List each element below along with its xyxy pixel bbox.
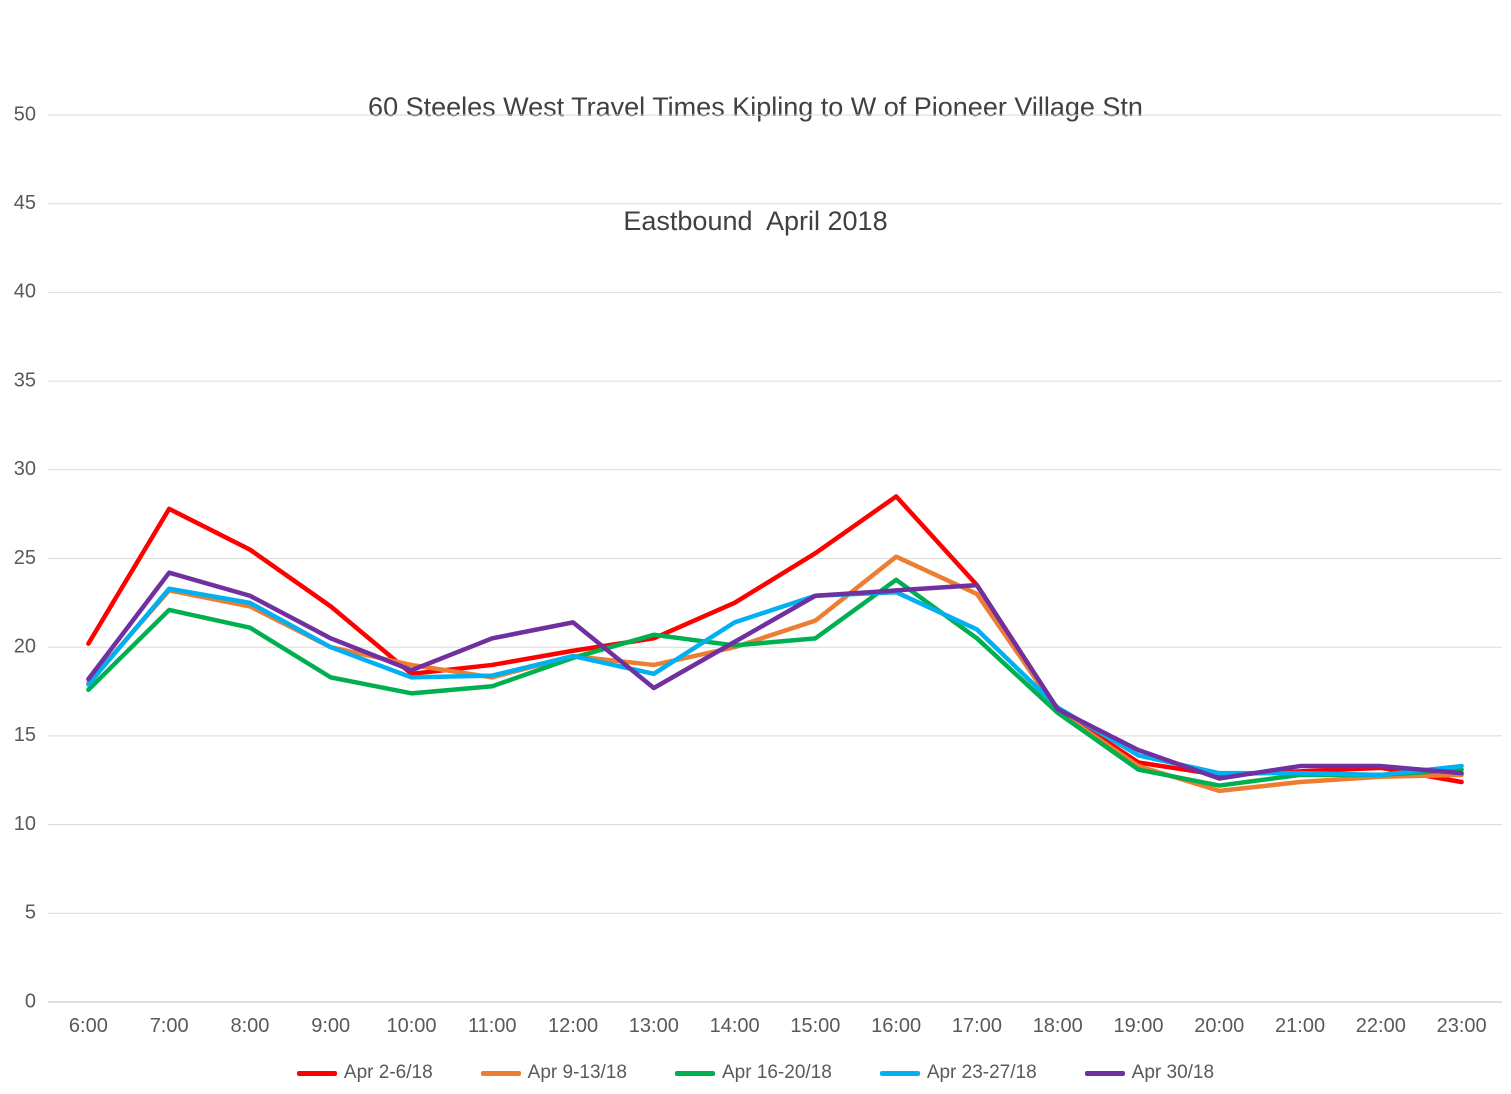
y-tick-label: 35 [14, 369, 36, 391]
y-tick-label: 30 [14, 458, 36, 480]
x-tick-label: 7:00 [150, 1015, 189, 1037]
x-tick-label: 20:00 [1194, 1015, 1244, 1037]
x-tick-label: 16:00 [871, 1015, 921, 1037]
legend-item: Apr 16-20/18 [674, 1062, 832, 1084]
legend-swatch [296, 1070, 337, 1076]
x-tick-label: 11:00 [468, 1015, 517, 1037]
x-tick-label: 23:00 [1437, 1015, 1487, 1037]
x-tick-label: 14:00 [710, 1015, 760, 1037]
y-tick-label: 40 [14, 281, 36, 303]
x-tick-label: 10:00 [386, 1015, 436, 1037]
legend-item: Apr 9-13/18 [480, 1062, 627, 1084]
legend-item: Apr 30/18 [1084, 1062, 1215, 1084]
legend-swatch [674, 1070, 715, 1076]
x-tick-label: 15:00 [790, 1015, 840, 1037]
legend-label: Apr 30/18 [1131, 1062, 1215, 1083]
legend-label: Apr 2-6/18 [343, 1062, 433, 1083]
x-tick-label: 8:00 [230, 1015, 269, 1037]
y-tick-label: 0 [25, 990, 36, 1012]
legend-swatch [879, 1070, 920, 1076]
legend-item: Apr 23-27/18 [879, 1062, 1037, 1084]
x-tick-label: 9:00 [311, 1015, 350, 1037]
chart-title: 60 Steeles West Travel Times Kipling to … [0, 12, 1511, 316]
legend-label: Apr 23-27/18 [926, 1062, 1037, 1083]
y-tick-label: 15 [14, 724, 36, 746]
x-tick-label: 6:00 [69, 1015, 108, 1037]
series-line [86, 554, 1464, 794]
x-tick-label: 18:00 [1033, 1015, 1083, 1037]
legend-swatch [480, 1070, 521, 1076]
chart-title-line1: 60 Steeles West Travel Times Kipling to … [368, 92, 1143, 122]
y-tick-label: 50 [14, 103, 36, 125]
x-tick-label: 17:00 [952, 1015, 1002, 1037]
legend: Apr 2-6/18 Apr 9-13/18 Apr 16-20/18 Apr 23-… [0, 1062, 1511, 1084]
series-line [86, 570, 1464, 781]
x-tick-label: 22:00 [1356, 1015, 1406, 1037]
y-tick-label: 20 [14, 635, 36, 657]
legend-label: Apr 9-13/18 [527, 1062, 627, 1083]
legend-swatch [1084, 1070, 1125, 1076]
x-tick-label: 13:00 [629, 1015, 679, 1037]
x-tick-label: 21:00 [1275, 1015, 1325, 1037]
y-tick-label: 10 [14, 813, 36, 835]
chart-title-line2: Eastbound April 2018 [623, 206, 888, 236]
y-tick-label: 5 [25, 902, 36, 924]
x-tick-label: 19:00 [1113, 1015, 1163, 1037]
y-tick-label: 45 [14, 192, 36, 214]
legend-item: Apr 2-6/18 [296, 1062, 433, 1084]
series-line [86, 494, 1464, 785]
series-line [86, 586, 1464, 778]
series-line [86, 577, 1464, 788]
y-tick-label: 25 [14, 547, 36, 569]
legend-label: Apr 16-20/18 [721, 1062, 832, 1083]
x-tick-label: 12:00 [548, 1015, 598, 1037]
